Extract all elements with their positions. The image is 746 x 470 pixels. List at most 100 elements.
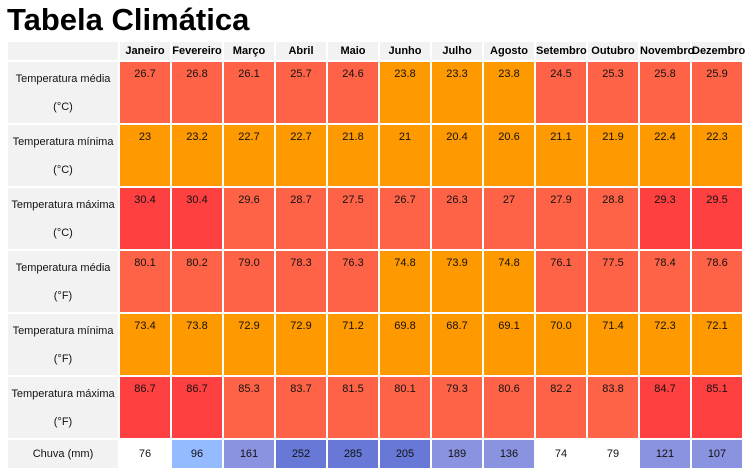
page-title: Tabela Climática [7, 2, 250, 37]
table-cell: 83.8 [588, 377, 638, 438]
table-row: Temperatura máxima (°F) 86.7 86.7 85.3 83.7 81… [8, 377, 742, 438]
table-cell: 74.8 [380, 251, 430, 312]
table-cell: 27.9 [536, 188, 586, 249]
table-cell: 20.4 [432, 125, 482, 186]
table-cell: 70.0 [536, 314, 586, 375]
month-header: Janeiro [120, 42, 170, 60]
month-header: Junho [380, 42, 430, 60]
table-cell: 22.4 [640, 125, 690, 186]
table-cell: 69.1 [484, 314, 534, 375]
rain-cell: 96 [172, 440, 222, 468]
row-label: Temperatura mínima (°F) [8, 314, 118, 375]
table-cell: 68.7 [432, 314, 482, 375]
rain-row: Chuva (mm) 76 96 161 252 285 205 189 136 74 79 121 1… [8, 440, 742, 468]
table-cell: 26.3 [432, 188, 482, 249]
table-cell: 86.7 [120, 377, 170, 438]
table-cell: 80.2 [172, 251, 222, 312]
month-header-row: Janeiro Fevereiro Março Abril Maio Junho… [8, 42, 745, 60]
month-header: Fevereiro [172, 42, 222, 60]
row-unit: (°C) [53, 163, 73, 176]
row-label-text: Temperatura mínima [12, 135, 114, 148]
table-cell: 23 [120, 125, 170, 186]
table-cell: 72.9 [224, 314, 274, 375]
row-label: Temperatura máxima (°C) [8, 188, 118, 249]
table-cell: 78.3 [276, 251, 326, 312]
table-cell: 24.6 [328, 62, 378, 123]
climate-table: Janeiro Fevereiro Março Abril Maio Junho… [6, 40, 745, 470]
month-header: Novembro [640, 42, 694, 60]
table-cell: 80.1 [120, 251, 170, 312]
table-cell: 79.0 [224, 251, 274, 312]
rain-cell: 252 [276, 440, 326, 468]
rain-label: Chuva (mm) [8, 440, 118, 468]
table-cell: 80.1 [380, 377, 430, 438]
row-label: Temperatura máxima (°F) [8, 377, 118, 438]
row-label-text: Temperatura máxima [11, 198, 115, 211]
table-cell: 29.5 [692, 188, 742, 249]
table-cell: 26.7 [120, 62, 170, 123]
table-cell: 72.1 [692, 314, 742, 375]
table-row: Temperatura média (°F) 80.1 80.2 79.0 78.3 76.… [8, 251, 742, 312]
rain-cell: 76 [120, 440, 170, 468]
rain-cell: 161 [224, 440, 274, 468]
row-label-text: Temperatura média [15, 261, 111, 274]
table-cell: 21.9 [588, 125, 638, 186]
month-header: Outubro [588, 42, 638, 60]
table-cell: 73.9 [432, 251, 482, 312]
row-unit: (°F) [53, 289, 73, 302]
header-corner [8, 42, 118, 60]
month-header: Abril [276, 42, 326, 60]
table-cell: 23.2 [172, 125, 222, 186]
rain-cell: 121 [640, 440, 690, 468]
table-cell: 85.1 [692, 377, 742, 438]
table-cell: 71.4 [588, 314, 638, 375]
table-cell: 26.7 [380, 188, 430, 249]
table-cell: 25.9 [692, 62, 742, 123]
rain-cell: 74 [536, 440, 586, 468]
month-header: Março [224, 42, 274, 60]
row-unit: (°F) [53, 415, 73, 428]
table-cell: 22.7 [276, 125, 326, 186]
table-cell: 72.9 [276, 314, 326, 375]
table-cell: 85.3 [224, 377, 274, 438]
table-cell: 25.3 [588, 62, 638, 123]
table-cell: 80.6 [484, 377, 534, 438]
table-row: Temperatura mínima (°C) 23 23.2 22.7 22.7 21.8… [8, 125, 742, 186]
table-cell: 25.8 [640, 62, 690, 123]
table-row: Temperatura média (°C) 26.7 26.8 26.1 25.7 24.… [8, 62, 742, 123]
table-cell: 81.5 [328, 377, 378, 438]
table-cell: 74.8 [484, 251, 534, 312]
month-header: Dezembro [692, 42, 745, 60]
table-cell: 21 [380, 125, 430, 186]
table-cell: 72.3 [640, 314, 690, 375]
rain-cell: 285 [328, 440, 378, 468]
table-row: Temperatura mínima (°F) 73.4 73.8 72.9 72.9 71… [8, 314, 742, 375]
table-cell: 29.3 [640, 188, 690, 249]
table-cell: 84.7 [640, 377, 690, 438]
table-cell: 69.8 [380, 314, 430, 375]
rain-cell: 136 [484, 440, 534, 468]
rain-cell: 107 [692, 440, 742, 468]
table-cell: 23.8 [380, 62, 430, 123]
table-cell: 22.3 [692, 125, 742, 186]
table-cell: 77.5 [588, 251, 638, 312]
table-cell: 73.4 [120, 314, 170, 375]
row-label: Temperatura mínima (°C) [8, 125, 118, 186]
row-unit: (°C) [53, 100, 73, 113]
table-cell: 71.2 [328, 314, 378, 375]
table-cell: 78.4 [640, 251, 690, 312]
row-label: Temperatura média (°C) [8, 62, 118, 123]
month-header: Setembro [536, 42, 587, 60]
table-cell: 26.1 [224, 62, 274, 123]
table-cell: 20.6 [484, 125, 534, 186]
month-header: Agosto [484, 42, 534, 60]
rain-cell: 189 [432, 440, 482, 468]
table-cell: 30.4 [172, 188, 222, 249]
table-cell: 73.8 [172, 314, 222, 375]
table-cell: 82.2 [536, 377, 586, 438]
table-cell: 25.7 [276, 62, 326, 123]
row-unit: (°F) [53, 352, 73, 365]
month-header: Maio [328, 42, 378, 60]
table-cell: 23.3 [432, 62, 482, 123]
table-cell: 24.5 [536, 62, 586, 123]
